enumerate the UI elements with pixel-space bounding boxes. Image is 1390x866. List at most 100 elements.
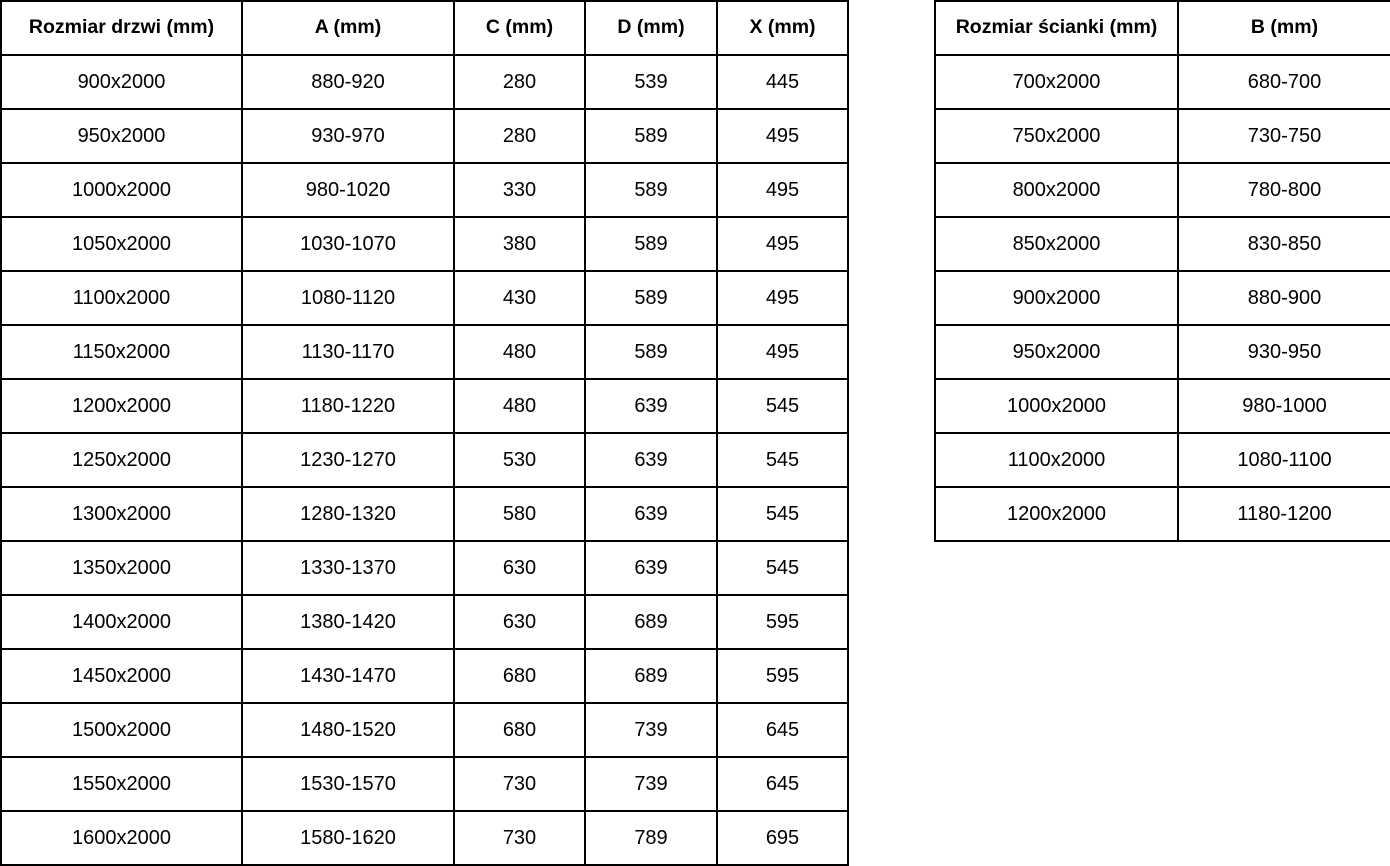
doors-cell-3: 589 (584, 324, 718, 380)
doors-cell-1: 1230-1270 (241, 432, 455, 488)
doors-cell-3: 589 (584, 216, 718, 272)
table-row: 950x2000 930-950 (934, 324, 1390, 380)
wall-cell-1: 1180-1200 (1177, 486, 1390, 542)
table-row: 950x2000 930-970 280 589 495 (0, 108, 849, 164)
doors-cell-4: 545 (716, 378, 849, 434)
table-row: 1300x2000 1280-1320 580 639 545 (0, 486, 849, 542)
doors-table-body: 900x2000 880-920 280 539 445 950x2000 930-970 2… (0, 54, 849, 866)
table-row: 1100x2000 1080-1120 430 589 495 (0, 270, 849, 326)
wall-header-b: B (mm) (1177, 0, 1390, 56)
wall-table-body: 700x2000 680-700 750x2000 730-750 800x2000 78… (934, 54, 1390, 542)
doors-cell-3: 789 (584, 810, 718, 866)
doors-cell-3: 539 (584, 54, 718, 110)
table-row: 900x2000 880-920 280 539 445 (0, 54, 849, 110)
doors-cell-2: 280 (453, 108, 586, 164)
doors-cell-3: 689 (584, 648, 718, 704)
doors-cell-1: 1580-1620 (241, 810, 455, 866)
wall-cell-1: 680-700 (1177, 54, 1390, 110)
wall-cell-0: 950x2000 (934, 324, 1179, 380)
table-row: 1050x2000 1030-1070 380 589 495 (0, 216, 849, 272)
table-row: 800x2000 780-800 (934, 162, 1390, 218)
doors-cell-0: 1050x2000 (0, 216, 243, 272)
doors-cell-2: 580 (453, 486, 586, 542)
doors-size-table: Rozmiar drzwi (mm) A (mm) C (mm) D (mm) … (0, 0, 849, 866)
doors-cell-0: 1350x2000 (0, 540, 243, 596)
doors-table-head: Rozmiar drzwi (mm) A (mm) C (mm) D (mm) … (0, 0, 849, 56)
table-row: 1550x2000 1530-1570 730 739 645 (0, 756, 849, 812)
table-row: 1400x2000 1380-1420 630 689 595 (0, 594, 849, 650)
doors-cell-2: 630 (453, 594, 586, 650)
wall-cell-1: 880-900 (1177, 270, 1390, 326)
doors-cell-1: 930-970 (241, 108, 455, 164)
table-row: 1200x2000 1180-1200 (934, 486, 1390, 542)
doors-header-x: X (mm) (716, 0, 849, 56)
wall-cell-1: 1080-1100 (1177, 432, 1390, 488)
doors-header-a: A (mm) (241, 0, 455, 56)
doors-cell-2: 430 (453, 270, 586, 326)
table-row: 1100x2000 1080-1100 (934, 432, 1390, 488)
table-row: 1200x2000 1180-1220 480 639 545 (0, 378, 849, 434)
wall-cell-1: 980-1000 (1177, 378, 1390, 434)
doors-cell-2: 680 (453, 648, 586, 704)
wall-cell-0: 1100x2000 (934, 432, 1179, 488)
doors-cell-4: 495 (716, 324, 849, 380)
doors-cell-2: 730 (453, 810, 586, 866)
doors-cell-3: 639 (584, 540, 718, 596)
doors-cell-0: 1000x2000 (0, 162, 243, 218)
doors-cell-4: 645 (716, 756, 849, 812)
wall-cell-1: 830-850 (1177, 216, 1390, 272)
wall-cell-0: 750x2000 (934, 108, 1179, 164)
doors-cell-1: 1530-1570 (241, 756, 455, 812)
doors-cell-1: 1280-1320 (241, 486, 455, 542)
doors-cell-2: 280 (453, 54, 586, 110)
wall-size-table: Rozmiar ścianki (mm) B (mm) 700x2000 680-… (934, 0, 1390, 542)
doors-header-d: D (mm) (584, 0, 718, 56)
doors-cell-4: 495 (716, 108, 849, 164)
table-row: 1250x2000 1230-1270 530 639 545 (0, 432, 849, 488)
wall-cell-0: 700x2000 (934, 54, 1179, 110)
table-row: 1350x2000 1330-1370 630 639 545 (0, 540, 849, 596)
doors-cell-4: 595 (716, 594, 849, 650)
doors-cell-4: 495 (716, 216, 849, 272)
doors-cell-2: 330 (453, 162, 586, 218)
doors-cell-4: 695 (716, 810, 849, 866)
doors-cell-2: 730 (453, 756, 586, 812)
doors-cell-0: 1550x2000 (0, 756, 243, 812)
doors-cell-3: 739 (584, 702, 718, 758)
doors-cell-4: 545 (716, 432, 849, 488)
doors-cell-2: 530 (453, 432, 586, 488)
doors-cell-4: 545 (716, 486, 849, 542)
table-row: 700x2000 680-700 (934, 54, 1390, 110)
doors-cell-2: 480 (453, 378, 586, 434)
doors-cell-1: 1430-1470 (241, 648, 455, 704)
wall-table-head: Rozmiar ścianki (mm) B (mm) (934, 0, 1390, 56)
doors-cell-0: 900x2000 (0, 54, 243, 110)
table-row: 900x2000 880-900 (934, 270, 1390, 326)
doors-cell-1: 1030-1070 (241, 216, 455, 272)
doors-cell-0: 950x2000 (0, 108, 243, 164)
table-row: 1000x2000 980-1020 330 589 495 (0, 162, 849, 218)
doors-cell-4: 545 (716, 540, 849, 596)
doors-cell-0: 1300x2000 (0, 486, 243, 542)
doors-cell-0: 1150x2000 (0, 324, 243, 380)
wall-cell-0: 1200x2000 (934, 486, 1179, 542)
wall-table-container: Rozmiar ścianki (mm) B (mm) 700x2000 680-… (934, 0, 1390, 542)
doors-cell-2: 480 (453, 324, 586, 380)
table-row: 1600x2000 1580-1620 730 789 695 (0, 810, 849, 866)
wall-cell-0: 900x2000 (934, 270, 1179, 326)
doors-cell-4: 445 (716, 54, 849, 110)
doors-cell-1: 1480-1520 (241, 702, 455, 758)
table-row: 850x2000 830-850 (934, 216, 1390, 272)
doors-cell-2: 380 (453, 216, 586, 272)
doors-cell-0: 1400x2000 (0, 594, 243, 650)
doors-header-c: C (mm) (453, 0, 586, 56)
doors-cell-3: 739 (584, 756, 718, 812)
doors-cell-1: 1180-1220 (241, 378, 455, 434)
doors-cell-2: 680 (453, 702, 586, 758)
doors-cell-0: 1200x2000 (0, 378, 243, 434)
doors-cell-4: 495 (716, 270, 849, 326)
doors-cell-1: 1380-1420 (241, 594, 455, 650)
doors-cell-4: 495 (716, 162, 849, 218)
doors-cell-0: 1250x2000 (0, 432, 243, 488)
doors-cell-3: 639 (584, 378, 718, 434)
